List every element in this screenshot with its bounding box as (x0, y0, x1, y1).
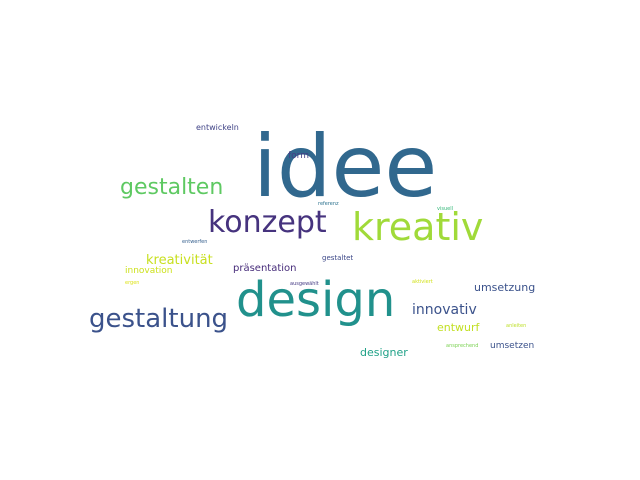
word-gestaltet: gestaltet (322, 254, 354, 262)
word-innovation: innovation (125, 266, 173, 276)
word-visuell: visuell (437, 206, 453, 212)
word-konzept: konzept (208, 205, 327, 240)
word-ansprechend: ansprechend (446, 343, 479, 349)
word-umsetzung: umsetzung (474, 281, 536, 294)
word-umsetzen: umsetzen (490, 341, 535, 351)
word-kreativ: kreativ (352, 205, 484, 249)
word-entwickeln: entwickeln (196, 123, 239, 132)
word-form: form (288, 151, 309, 161)
word-referenz: referenz (318, 201, 339, 207)
word-idee: idee (253, 117, 438, 217)
word-entwurf: entwurf (437, 321, 480, 334)
word-gestaltung: gestaltung (89, 304, 229, 334)
word-kreativitat: kreativität (146, 253, 213, 268)
word-design: design (236, 272, 396, 328)
word-prasentation: präsentation (233, 263, 297, 274)
word-aktiviert: aktiviert (412, 279, 433, 285)
word-ergen: ergen (125, 280, 140, 286)
word-ausgewahlt: ausgewählt (290, 281, 319, 287)
word-innovativ: innovativ (412, 302, 477, 318)
word-anleiten: anleiten (506, 323, 527, 329)
word-entwerfen: entwerfen (182, 239, 208, 245)
word-gestalten: gestalten (120, 175, 224, 200)
word-designer: designer (360, 346, 408, 359)
